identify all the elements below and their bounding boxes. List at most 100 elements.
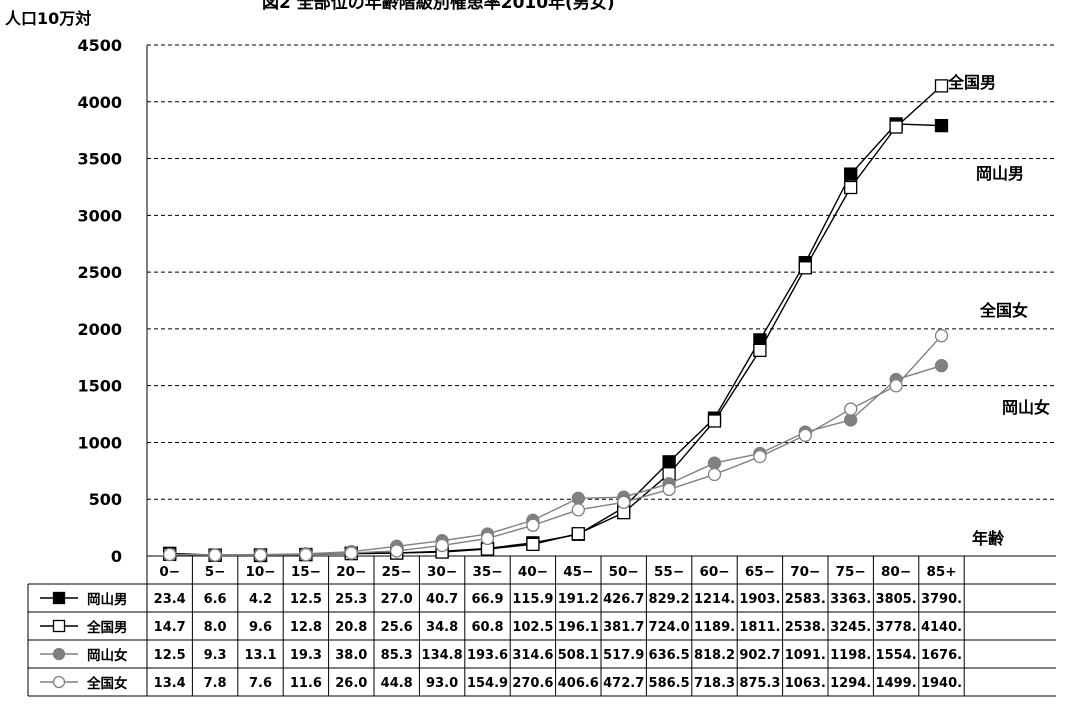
table-cell: 426.7 — [603, 592, 644, 607]
table-cell: 27.0 — [381, 592, 413, 607]
table-cell: 472.7 — [603, 676, 644, 691]
table-cell: 636.5 — [649, 648, 690, 663]
table-cell: 8.0 — [204, 620, 227, 635]
table-cell: 193.6 — [467, 648, 508, 663]
table-cell: 1214. — [694, 592, 735, 607]
legend-label: 全国女 — [86, 675, 128, 692]
data-point — [344, 546, 358, 560]
data-point — [934, 79, 949, 93]
x-tick-label: 55− — [654, 564, 684, 580]
table-cell: 7.8 — [204, 676, 227, 691]
data-point — [390, 544, 404, 558]
table-cell: 85.3 — [381, 648, 413, 663]
data-point — [753, 449, 767, 464]
series-annotation: 全国女 — [979, 301, 1028, 320]
data-point — [253, 548, 268, 562]
legend-marker — [52, 591, 66, 605]
x-tick-label: 5− — [205, 564, 226, 580]
data-point — [934, 359, 949, 373]
data-point — [662, 455, 676, 469]
table-cell: 26.0 — [335, 676, 367, 691]
series-line — [169, 365, 942, 556]
table-cell: 66.9 — [471, 592, 503, 607]
chart-title: 図2 全部位の年齢階級別罹患率2010年(男女) — [262, 0, 615, 13]
data-point — [617, 495, 631, 509]
table-cell: 3790. — [921, 592, 962, 607]
x-tick-label: 60− — [699, 564, 729, 580]
table-cell: 13.1 — [244, 648, 276, 663]
table-cell: 11.6 — [290, 676, 322, 691]
table-cell: 508.1 — [558, 648, 599, 663]
table-cell: 381.7 — [603, 620, 644, 635]
table-cell: 12.5 — [290, 592, 322, 607]
x-tick-label: 25− — [382, 564, 412, 580]
table-cell: 314.6 — [512, 648, 553, 663]
x-tick-label: 75− — [836, 564, 866, 580]
table-cell: 1940. — [921, 676, 962, 691]
table-cell: 4.2 — [249, 592, 272, 607]
data-point — [889, 379, 903, 393]
data-point — [844, 402, 858, 416]
table-cell: 7.6 — [249, 676, 272, 691]
table-cell: 191.2 — [558, 592, 599, 607]
y-tick-label: 4500 — [77, 36, 122, 55]
x-axis-label: 年齢 — [972, 529, 1005, 548]
data-point — [934, 329, 949, 343]
table-cell: 12.8 — [290, 620, 322, 635]
data-point — [526, 537, 540, 552]
data-point — [844, 180, 858, 195]
x-tick-label: 65− — [745, 564, 775, 580]
table-cell: 517.9 — [603, 648, 644, 663]
table-cell: 818.2 — [694, 648, 735, 663]
y-tick-label: 2000 — [77, 320, 122, 339]
table-cell: 12.5 — [154, 648, 186, 663]
table-cell: 1189. — [694, 620, 735, 635]
data-point — [889, 120, 903, 134]
table-cell: 829.2 — [649, 592, 690, 607]
table-cell: 1091. — [785, 648, 826, 663]
table-cell: 724.0 — [649, 620, 690, 635]
x-tick-label: 80− — [881, 564, 911, 580]
y-tick-label: 4000 — [77, 93, 122, 112]
data-point — [707, 414, 722, 428]
table-cell: 13.4 — [154, 676, 186, 691]
table-cell: 154.9 — [467, 676, 508, 691]
series-annotation: 全国男 — [947, 73, 996, 92]
table-cell: 1063. — [785, 676, 826, 691]
table-cell: 14.7 — [154, 620, 186, 635]
table-cell: 3245. — [830, 620, 871, 635]
data-point — [798, 261, 812, 275]
table-cell: 270.6 — [512, 676, 553, 691]
y-tick-label: 3500 — [77, 150, 122, 169]
y-tick-label: 2500 — [77, 263, 122, 282]
x-tick-label: 70− — [790, 564, 820, 580]
table-cell: 115.9 — [512, 592, 553, 607]
series-line — [169, 123, 942, 557]
table-cell: 44.8 — [381, 676, 413, 691]
table-cell: 6.6 — [204, 592, 227, 607]
table-cell: 93.0 — [426, 676, 458, 691]
y-tick-label: 0 — [111, 547, 122, 566]
table-cell: 3363. — [830, 592, 871, 607]
data-point — [844, 167, 858, 181]
table-cell: 134.8 — [422, 648, 463, 663]
table-cell: 60.8 — [471, 620, 503, 635]
table-cell: 1811. — [739, 620, 780, 635]
table-cell: 718.3 — [694, 676, 735, 691]
series-annotation: 岡山女 — [1002, 398, 1050, 417]
table-cell: 19.3 — [290, 648, 322, 663]
x-tick-label: 20− — [336, 564, 366, 580]
data-point — [934, 118, 949, 133]
data-point — [571, 503, 585, 517]
legend-marker — [52, 675, 66, 689]
legend-marker — [52, 619, 66, 633]
data-point — [571, 491, 585, 505]
series-line — [169, 335, 943, 556]
x-tick-label: 85+ — [926, 564, 956, 580]
table-cell: 23.4 — [154, 592, 186, 607]
table-cell: 38.0 — [335, 648, 367, 663]
data-point — [753, 343, 767, 358]
y-tick-label: 3000 — [77, 206, 122, 225]
table-cell: 25.6 — [381, 620, 413, 635]
legend-label: 岡山男 — [87, 592, 128, 608]
